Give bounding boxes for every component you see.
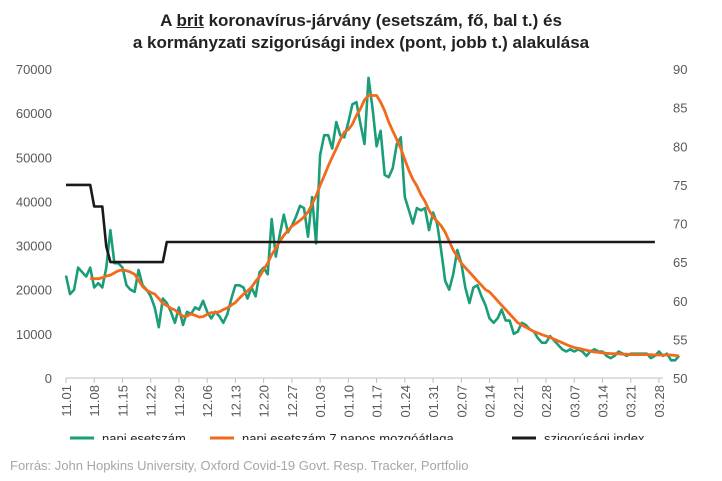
x-tick-label: 11.22 [144, 385, 159, 417]
left-tick-label: 60000 [16, 106, 52, 121]
left-tick-label: 20000 [16, 283, 52, 298]
x-tick-label: 03.21 [624, 385, 639, 418]
x-tick-label: 12.20 [257, 385, 272, 418]
x-tick-label: 03.14 [595, 385, 610, 418]
x-tick-label: 12.06 [200, 385, 215, 418]
x-tick-label: 01.31 [426, 385, 441, 418]
title-text-2: koronavírus-járvány (esetszám, fő, bal t… [203, 11, 562, 30]
x-tick-label: 12.13 [228, 385, 243, 418]
x-tick-label: 03.07 [567, 385, 582, 418]
left-tick-label: 70000 [16, 62, 52, 77]
right-tick-label: 65 [673, 255, 687, 270]
x-tick-label: 01.03 [313, 385, 328, 418]
right-axis: 50 55 60 65 70 75 80 85 90 [673, 62, 687, 386]
chart-title-line1: A brit koronavírus-járvány (esetszám, fő… [0, 10, 722, 32]
x-tick-label: 03.28 [652, 385, 667, 418]
legend-label: napi esetszám 7 napos mozgóátlaga [242, 431, 455, 440]
title-link-brit[interactable]: brit [176, 11, 204, 30]
x-tick-label: 01.24 [398, 385, 413, 418]
right-tick-label: 60 [673, 294, 687, 309]
x-tick-label: 11.01 [59, 385, 74, 417]
x-tick-label: 02.28 [539, 385, 554, 418]
x-tick-label: 02.14 [483, 385, 498, 418]
left-axis: 0 10000 20000 30000 40000 50000 60000 70000 [16, 62, 52, 386]
x-axis: 11.01 11.08 11.15 11.22 11.29 12.06 12.13 12.20… [59, 378, 667, 418]
right-tick-label: 80 [673, 139, 687, 154]
x-tick-label: 01.10 [341, 385, 356, 418]
right-tick-label: 50 [673, 371, 687, 386]
chart-title-line2: a kormányzati szigorúsági index (pont, j… [132, 33, 590, 52]
x-tick-label: 02.07 [454, 385, 469, 418]
right-tick-label: 90 [673, 62, 687, 77]
x-tick-label: 01.17 [370, 385, 385, 418]
series-lines [64, 76, 681, 362]
legend-label: napi esetszám [102, 431, 186, 440]
legend: napi esetszám napi esetszám 7 napos mozgó… [70, 431, 645, 440]
series-line-3 [66, 183, 655, 264]
left-tick-label: 10000 [16, 327, 52, 342]
x-tick-label: 12.27 [285, 385, 300, 418]
right-tick-label: 75 [673, 178, 687, 193]
x-tick-label: 11.15 [115, 385, 130, 417]
series-line-1 [64, 76, 681, 362]
right-tick-label: 70 [673, 217, 687, 232]
source-note: Forrás: John Hopkins University, Oxford … [10, 458, 469, 473]
chart-title: A brit koronavírus-járvány (esetszám, fő… [0, 10, 722, 54]
x-tick-label: 02.21 [511, 385, 526, 418]
left-tick-label: 40000 [16, 194, 52, 209]
title-text-1: A [160, 11, 177, 30]
x-tick-label: 11.08 [87, 385, 102, 417]
legend-label: szigorúsági index [544, 431, 645, 440]
right-tick-label: 55 [673, 332, 687, 347]
left-tick-label: 50000 [16, 150, 52, 165]
x-tick-label: 11.29 [172, 385, 187, 417]
left-tick-label: 30000 [16, 239, 52, 254]
left-tick-label: 0 [45, 371, 52, 386]
right-tick-label: 85 [673, 101, 687, 116]
series-line-2 [90, 94, 680, 358]
